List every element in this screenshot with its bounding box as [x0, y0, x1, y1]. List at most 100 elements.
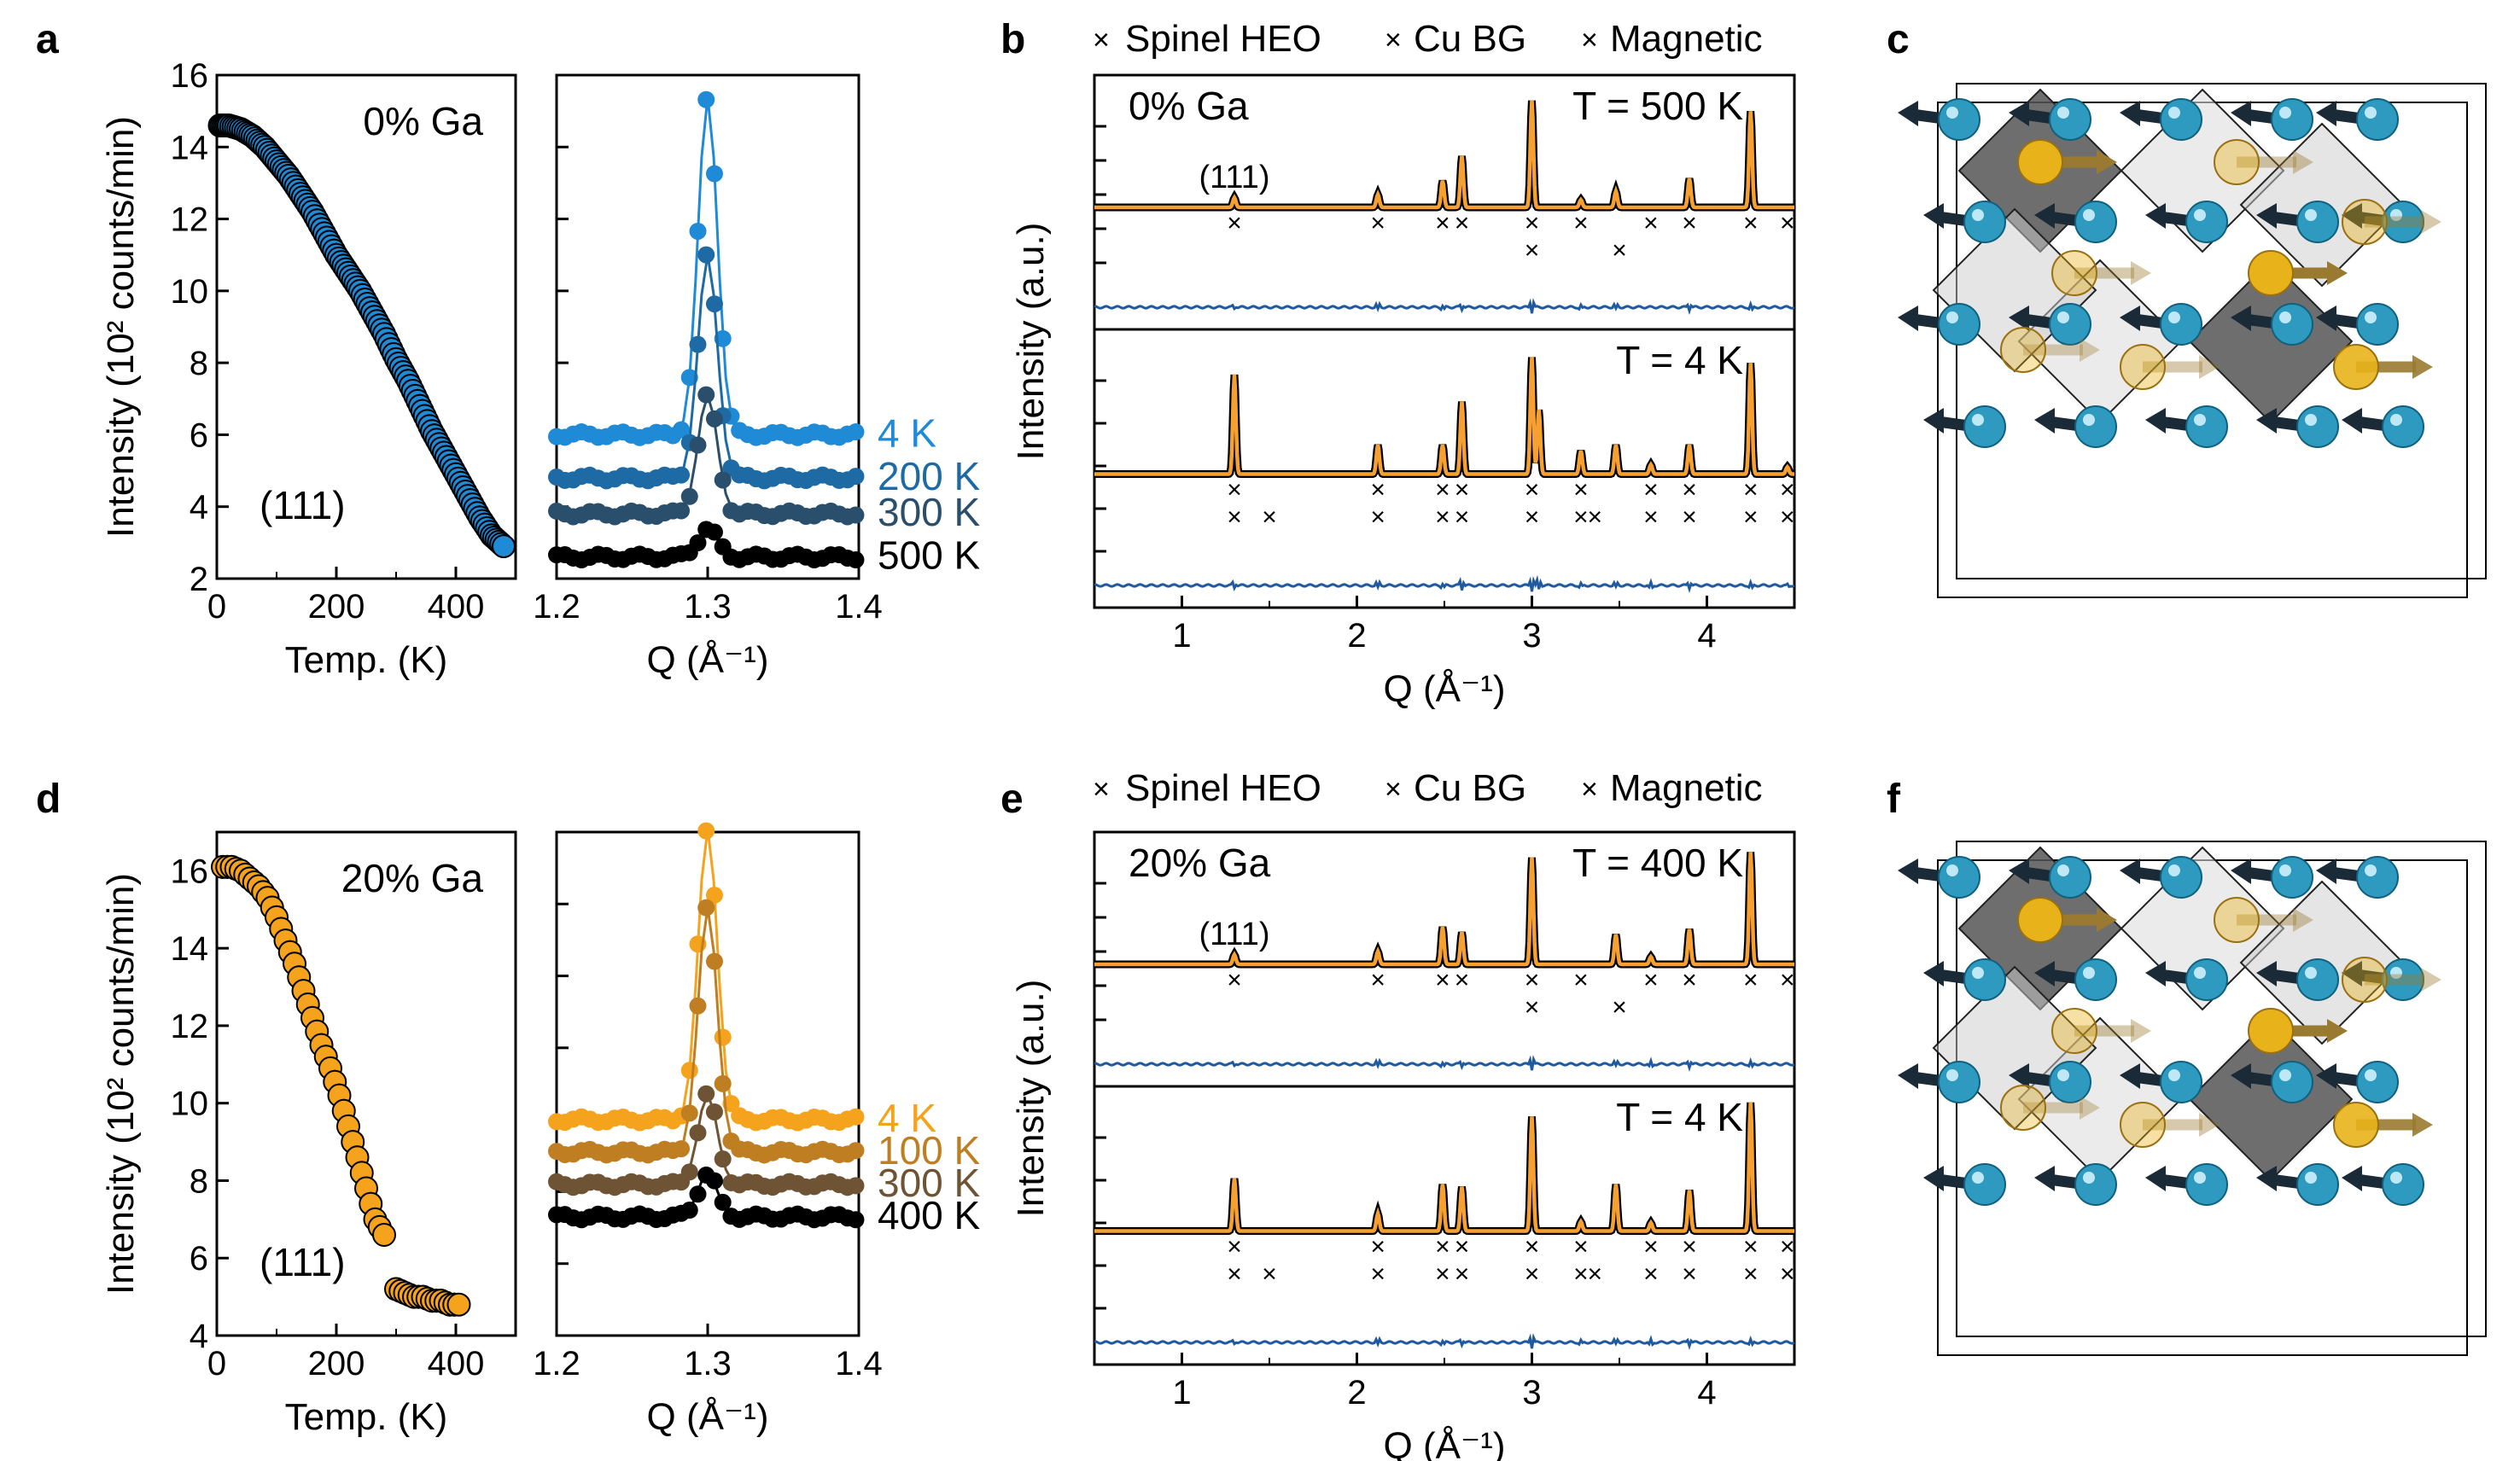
hkl-annotation: (111): [260, 1240, 346, 1284]
legend-spinel-label: Spinel HEO: [1125, 767, 1321, 809]
series-point-0: [697, 90, 715, 108]
atom-highlight: [2168, 311, 2180, 323]
atom-highlight: [1972, 209, 1984, 221]
y-tick-label: 10: [171, 273, 209, 311]
series-label-3: 500 K: [878, 533, 981, 578]
legend-magnetic-marker: ×: [1581, 773, 1598, 806]
x-axis-label: Q (Å⁻¹): [647, 639, 769, 681]
x-axis-label: Q (Å⁻¹): [1384, 1425, 1506, 1461]
magnetic-hkl-tick: ×: [1455, 503, 1470, 532]
spin-arrow-head: [2231, 1063, 2251, 1089]
b-site-atom: [1963, 1163, 2006, 1206]
a-site-spin-head: [2293, 150, 2313, 174]
spin-arrow-head: [2145, 1166, 2166, 1191]
a-site-spin-head: [2199, 1113, 2220, 1137]
atom-highlight: [2168, 107, 2180, 119]
hkl-annotation: (111): [1199, 160, 1269, 195]
spinel-hkl-tick: ×: [1743, 476, 1759, 504]
spin-arrow-head: [2009, 1063, 2029, 1089]
series-label-1: 200 K: [878, 454, 981, 498]
a-site-spin-head: [2131, 261, 2151, 285]
fitted-pattern-top: [1094, 852, 1794, 967]
plot-frame: [555, 73, 860, 580]
plot-frame: [215, 73, 517, 580]
chart-a-temperature: 0 200 400 2 4 6 8 10 12 14 16 Temp. (K) Intensity (1…: [100, 57, 517, 681]
a-site-atom: [2342, 957, 2388, 1003]
atom-highlight: [2083, 414, 2095, 426]
difference-curve-top: [1094, 298, 1795, 315]
legend-e: × Spinel HEO × Cu BG × Magnetic: [1093, 767, 1763, 809]
series-point-2: [697, 386, 715, 404]
atom-highlight: [2305, 414, 2317, 426]
fitted-pattern-bottom: [1094, 1102, 1794, 1233]
y-tick-label: 10: [171, 1086, 209, 1123]
spinel-hkl-tick: ×: [1227, 476, 1242, 504]
spinel-hkl-tick: ×: [1435, 966, 1450, 994]
spin-arrow-head: [2256, 961, 2277, 987]
magnetic-hkl-tick: ×: [1370, 1260, 1385, 1289]
x-tick-label: 1.4: [835, 1345, 883, 1382]
atom-highlight: [2390, 414, 2402, 426]
spin-arrow-head: [2034, 203, 2055, 229]
atom-highlight: [2365, 311, 2377, 323]
spin-arrow-head: [2316, 306, 2336, 331]
y-tick-label: 12: [171, 201, 209, 239]
b-site-atom: [1938, 1061, 1980, 1103]
a-site-spin-head: [2080, 338, 2100, 362]
spin-arrow-head: [2009, 101, 2029, 126]
y-tick-label: 16: [171, 57, 209, 95]
b-site-atom: [2074, 958, 2117, 1001]
panel-label-c: c: [1887, 17, 1910, 62]
temperature-label-top: T = 500 K: [1572, 84, 1743, 128]
magnetic-hkl-tick: ×: [1780, 503, 1795, 532]
crystal-structure-c: [1898, 83, 2487, 598]
atom-highlight: [2365, 864, 2377, 876]
a-site-spin-head: [2080, 1096, 2100, 1120]
spinel-hkl-tick: ×: [1682, 1233, 1697, 1261]
atom-highlight: [1972, 414, 1984, 426]
magnetic-hkl-tick: ×: [1780, 1260, 1795, 1289]
magnetic-hkl-tick: ×: [1262, 503, 1277, 532]
spinel-hkl-tick: ×: [1435, 209, 1450, 237]
temperature-label-bottom: T = 4 K: [1616, 1095, 1743, 1139]
b-site-atom: [2185, 1163, 2228, 1206]
x-tick-label: 400: [428, 1345, 485, 1382]
spinel-hkl-tick: ×: [1573, 966, 1589, 994]
spin-arrow-head: [2120, 306, 2140, 331]
b-site-atom: [2271, 856, 2313, 899]
series-label-3: 400 K: [878, 1193, 981, 1237]
magnetic-hkl-tick: ×: [1588, 1260, 1603, 1289]
x-axis-label: Q (Å⁻¹): [1384, 668, 1506, 710]
b-site-atom: [2296, 201, 2339, 243]
x-axis-label: Q (Å⁻¹): [647, 1396, 769, 1438]
data-point: [492, 534, 516, 559]
series-label-2: 300 K: [878, 1161, 981, 1205]
series-label-0: 4 K: [878, 410, 936, 455]
atom-highlight: [2168, 1069, 2180, 1081]
b-site-atom: [2382, 405, 2424, 448]
cubg-hkl-tick: ×: [1525, 993, 1540, 1022]
legend-spinel-marker: ×: [1093, 773, 1110, 806]
a-site-atom: [2342, 199, 2388, 245]
spin-arrow-head: [2316, 101, 2336, 126]
series-point-0: [705, 886, 723, 904]
spin-arrow-head: [2034, 1166, 2055, 1191]
x-tick-label: 0: [207, 588, 226, 626]
a-site-atom: [2248, 250, 2294, 296]
y-tick-label: 8: [190, 1162, 208, 1200]
series-point-3: [705, 523, 723, 541]
magnetic-hkl-tick: ×: [1573, 503, 1589, 532]
series-point-1: [847, 1142, 865, 1160]
series-point-1: [697, 246, 715, 264]
difference-curve-top: [1094, 1055, 1795, 1072]
b-site-atom: [1938, 98, 1980, 141]
atom-highlight: [2083, 967, 2095, 979]
x-tick-label: 1.2: [533, 588, 580, 626]
chart-b-diffraction: 1 2 3 4Q (Å⁻¹)Intensity (a.u.) × × × × × × × × × ×× ×T…: [1010, 73, 1796, 710]
spin-arrow-head: [1923, 961, 1944, 987]
x-tick-label: 1.2: [533, 1345, 580, 1382]
spin-arrow-head: [2342, 1166, 2362, 1191]
b-site-atom: [2296, 405, 2339, 448]
